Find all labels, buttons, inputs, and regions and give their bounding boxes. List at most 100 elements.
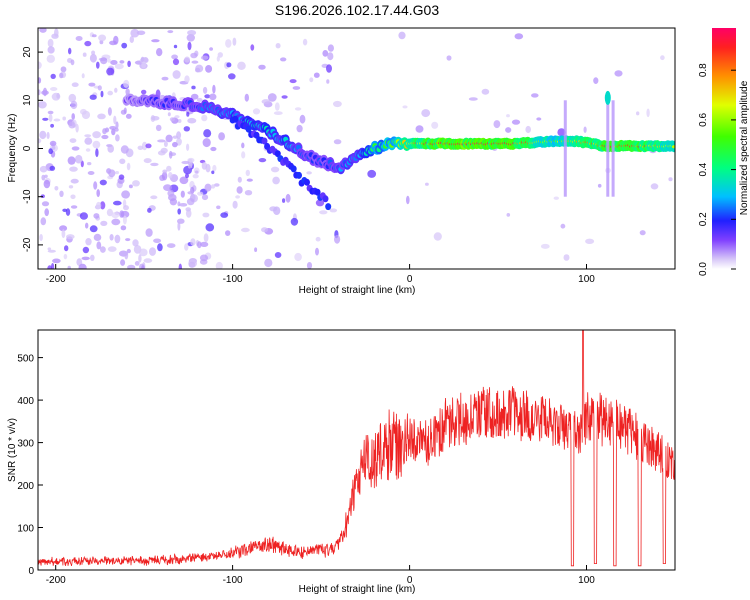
spectrogram-streak [611,100,615,197]
spectrogram-speckle-cell [205,223,215,232]
spectrogram-speckle-cell [89,94,97,100]
spectrogram-speckle-cell [126,248,131,254]
snr-series-line [38,330,675,567]
spectrogram-speckle-cell [109,40,117,46]
snr-y-tick-label: 400 [17,396,34,407]
spectrogram-speckle-cell [431,121,439,129]
spectrogram-speckle-cell [75,154,83,164]
snr-y-tick-label: 100 [17,524,34,535]
spectrogram-speckle-cell [111,212,120,219]
spectrogram-speckle-cell [179,176,189,185]
spectrogram-speckle-cell [59,190,64,197]
spectrogram-speckle-cell [204,183,212,192]
spectrogram-speckle-cell [111,128,116,136]
spectrogram-speckle-cell [306,171,312,175]
spectrogram-speckle-cell [39,28,47,33]
spectrogram-speckle-cell [267,93,277,102]
spectrogram-speckle-cell [197,191,204,196]
spectrogram-speckle-cell [415,125,424,133]
spectrogram-speckle-cell [119,158,126,165]
spectrogram-speckle-cell [114,87,118,93]
spectrogram-speckle-cell [49,165,56,171]
spectrogram-speckle-cell [50,73,56,79]
spectrogram-speckle-cell [367,169,377,178]
spectrogram-speckle-cell [95,201,102,210]
spectrogram-speckle-cell [138,254,142,263]
spectrogram-speckle-cell [81,256,90,261]
spectrogram-speckle-cell [296,124,303,133]
spectrogram-speckle-cell [68,93,77,103]
colorbar-label: Normalized spectral amplitude [739,80,750,215]
spectrogram-speckle-cell [398,31,406,40]
spectrogram-branch-cell [322,195,329,203]
spectrogram-speckle-cell [228,73,236,80]
spectrogram-speckle-cell [273,111,283,115]
spectrogram-speckle-cell [191,85,196,90]
spectrogram-speckle-cell [122,215,127,225]
spectrogram-speckle-cell [237,61,246,70]
spectrogram-y-tick-label: 20 [22,46,33,58]
spectrogram-speckle-cell [195,170,199,174]
spectrogram-speckle-cell [48,148,53,155]
spectrogram-branch-cell [232,115,239,123]
spectrogram-speckle-cell [493,120,501,129]
figure-title: S196.2026.102.17.44.G03 [275,2,439,18]
spectrogram-speckle-cell [525,125,531,134]
spectrogram-speckle-cell [177,221,181,231]
spectrogram-speckle-cell [68,47,72,55]
spectrogram-speckle-cell [274,102,280,111]
spectrogram-speckle-cell [97,113,106,120]
spectrogram-speckle-cell [165,134,173,143]
spectrogram-speckle-cell [188,164,192,169]
spectrogram-speckle-cell [481,88,490,95]
spectrogram-speckle-cell [120,225,127,231]
spectrogram-speckle-cell [171,54,179,60]
spectrogram-streak [563,100,567,197]
spectrogram-frame [37,27,676,270]
spectrogram-speckle-cell [315,236,321,242]
spectrogram-speckle-cell [329,208,338,213]
spectrogram-speckle-cell [130,28,140,38]
spectrogram-speckle-cell [172,70,181,79]
spectrogram-speckle-cell [93,233,102,241]
snr-y-tick-label: 200 [17,481,34,492]
spectrogram-speckle-cell [281,95,288,99]
spectrogram-speckle-cell [446,55,452,61]
spectrogram-branch-cell [261,137,268,145]
spectrogram-speckle-cell [107,107,112,116]
spectrogram-speckle-cell [75,36,83,41]
spectrogram-speckle-cell [327,44,334,52]
colorbar-tick-label: 0.8 [698,63,709,77]
spectrogram-speckle-cell [106,67,115,76]
spectrogram-speckle-cell [246,178,253,182]
spectrogram-speckle-cell [270,166,280,173]
spectrogram-speckle-cell [232,37,237,46]
spectrogram-speckle-cell [41,174,46,181]
spectrogram-speckle-cell [274,252,282,258]
spectrogram-speckle-cell [127,60,131,67]
spectrogram-speckle-cell [107,58,111,63]
spectrogram-y-tick-label: -20 [22,237,33,252]
spectrogram-speckle-cell [646,108,650,118]
spectrogram-speckle-cell [49,140,57,147]
spectrogram-speckle-cell [506,114,510,118]
spectrogram-speckle-cell [70,205,78,209]
spectrogram-speckle-cell [99,179,107,186]
spectrogram-speckle-cell [639,230,646,236]
spectrogram-speckle-cell [147,207,152,213]
spectrogram-speckle-cell [195,64,204,73]
spectrogram-speckle-cell [115,171,119,175]
spectrogram-y-label: Frequency (Hz) [7,114,18,183]
spectrogram-speckle-cell [107,144,114,153]
spectrogram-speckle-cell [169,117,175,122]
spectrogram-speckle-cell [145,228,153,237]
spectrogram-speckle-cell [334,234,341,244]
spectrogram-speckle-cell [173,44,178,49]
spectrogram-speckle-cell [220,212,229,218]
spectrogram-speckle-cell [322,50,329,57]
spectrogram-speckle-cell [39,130,47,140]
spectrogram-speckle-cell [261,99,271,105]
spectrogram-speckle-cell [143,158,152,164]
spectrogram-speckle-cell [101,134,109,140]
